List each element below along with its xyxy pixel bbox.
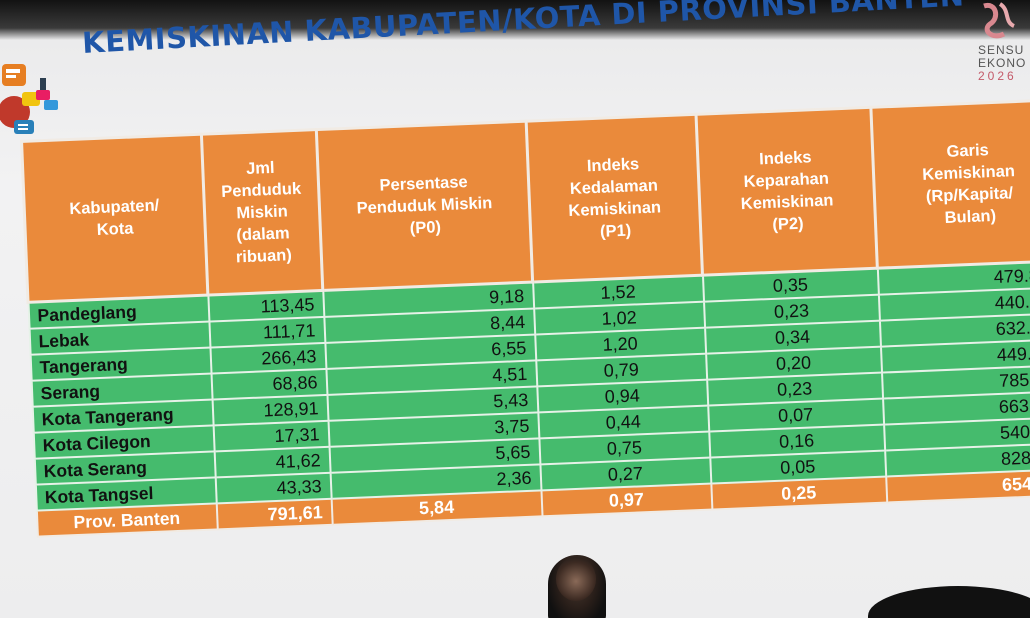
total-cell-jml-miskin: 791,61	[216, 498, 333, 530]
header-indeks-p1: Indeks Kedalaman Kemiskinan (P1)	[526, 114, 703, 283]
poverty-table-wrapper: Kabupaten/ Kota Jml Penduduk Miskin (dala…	[20, 98, 1030, 618]
audience-head	[556, 557, 596, 601]
header-indeks-p2: Indeks Keparahan Kemiskinan (P2)	[696, 107, 878, 276]
logo-text-year: 2026	[978, 69, 1017, 83]
total-cell-p1: 0,97	[540, 483, 712, 517]
census-mascot-icon	[0, 64, 58, 134]
total-cell-p2: 0,25	[710, 476, 887, 510]
poverty-table: Kabupaten/ Kota Jml Penduduk Miskin (dala…	[20, 98, 1030, 538]
top-dark-area	[0, 0, 1030, 40]
header-jml-penduduk-miskin: Jml Penduduk Miskin (dalam ribuan)	[201, 129, 323, 296]
header-garis-kemiskinan: Garis Kemiskinan (Rp/Kapita/ Bulan)	[870, 99, 1030, 269]
header-persentase-p0: Persentase Penduduk Miskin (P0)	[316, 121, 533, 291]
sensus-ekonomi-logo: SENSU EKONO 2026	[970, 0, 1030, 95]
header-kabupaten-kota: Kabupaten/ Kota	[21, 134, 208, 303]
logo-text-line1: SENSU	[978, 43, 1025, 57]
logo-text-line2: EKONO	[978, 56, 1027, 70]
sensus-logo-icon	[983, 2, 1016, 39]
